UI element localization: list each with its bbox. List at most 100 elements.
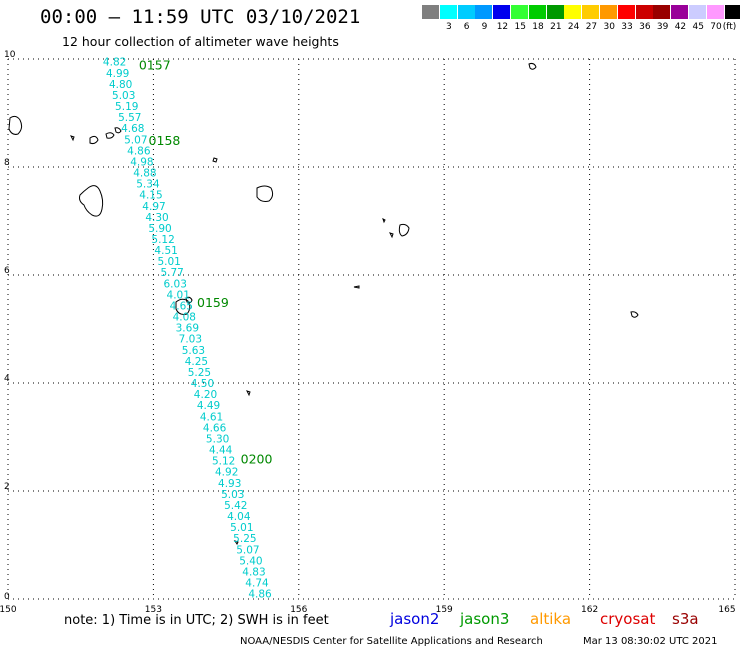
colorbar-label: 39 <box>656 22 669 32</box>
credit-line: NOAA/NESDIS Center for Satellite Applica… <box>240 636 543 647</box>
island-outline <box>175 298 191 315</box>
island-outlines <box>8 62 639 545</box>
colorbar-swatch <box>546 5 564 19</box>
island-outline <box>8 115 23 135</box>
colorbar-swatch <box>439 5 457 19</box>
colorbar-label: 6 <box>463 22 470 32</box>
island-outline <box>212 157 218 163</box>
satellite-name: cryosat <box>600 610 656 628</box>
island-outline <box>630 311 639 318</box>
wave-height-value: 4.50 <box>191 378 214 390</box>
colorbar-swatch <box>653 5 671 19</box>
lon-tick-label: 156 <box>290 605 307 615</box>
wave-height-value: 5.42 <box>224 500 247 512</box>
wave-height-value: 5.90 <box>148 223 171 235</box>
island-outline <box>89 135 99 145</box>
wave-height-value: 5.25 <box>233 533 256 545</box>
satellite-name: altika <box>530 610 572 628</box>
footnote: note: 1) Time is in UTC; 2) SWH is in fe… <box>64 613 329 628</box>
colorbar-label: 36 <box>639 22 651 32</box>
wave-height-value: 4.98 <box>130 156 153 168</box>
lon-tick-label: 150 <box>0 605 17 615</box>
wave-height-value: 5.57 <box>118 112 141 124</box>
island-outline <box>528 62 537 70</box>
island-outline <box>389 232 394 239</box>
wave-height-value: 5.34 <box>136 179 160 191</box>
lat-tick-label: 0 <box>4 592 10 602</box>
colorbar-swatch <box>706 5 724 19</box>
colorbar-label: 27 <box>585 22 598 32</box>
lat-tick-label: 2 <box>4 482 10 492</box>
wave-height-value: 4.99 <box>106 68 129 80</box>
lat-tick-label: 4 <box>4 374 10 384</box>
wave-height-value: 4.97 <box>142 201 165 213</box>
island-outline <box>114 127 122 134</box>
wave-height-value: 5.19 <box>115 101 138 113</box>
wave-height-value: 4.01 <box>167 289 190 301</box>
wave-height-value: 4.49 <box>197 400 220 412</box>
colorbar-label: 18 <box>532 22 544 32</box>
colorbar-swatch <box>635 5 653 19</box>
colorbar-label: 3 <box>446 22 452 32</box>
island-outline <box>246 390 251 397</box>
wave-height-value: 5.03 <box>221 489 244 501</box>
colorbar-label: 30 <box>603 22 615 32</box>
satellite-name: jason2 <box>390 610 440 628</box>
time-label: 0157 <box>139 57 171 72</box>
colorbar-swatch <box>724 5 740 19</box>
wave-height-value: 7.03 <box>179 334 202 346</box>
wave-height-value: 5.07 <box>124 134 147 146</box>
wave-height-value: 5.30 <box>206 433 229 445</box>
generated-timestamp: Mar 13 08:30:02 UTC 2021 <box>583 636 718 647</box>
colorbar-label: 45 <box>692 22 704 32</box>
colorbar-swatch <box>689 5 706 19</box>
wave-height-value: 5.07 <box>236 544 259 556</box>
colorbar-swatch <box>422 5 439 19</box>
wave-height-value: 5.77 <box>160 267 183 279</box>
wave-height-value: 5.01 <box>230 522 253 534</box>
colorbar-swatch <box>457 5 475 19</box>
colorbar-swatch <box>475 5 493 19</box>
island-outline <box>256 185 274 202</box>
colorbar-swatch <box>617 5 635 19</box>
axis-tick-labels: 150 153 156 159 162 165 0 2 4 6 8 10 <box>0 50 736 615</box>
wave-height-value: 4.61 <box>200 411 223 423</box>
satellite-name: jason3 <box>460 610 510 628</box>
wave-height-value: 4.88 <box>133 168 156 180</box>
colorbar-swatch <box>528 5 546 19</box>
wave-height-value: 4.20 <box>194 389 217 401</box>
colorbar-label: 15 <box>514 22 526 32</box>
chart-title: 00:00 — 11:59 UTC 03/10/2021 <box>40 6 361 28</box>
map-grid <box>7 58 736 600</box>
lat-tick-label: 6 <box>4 266 10 276</box>
wave-height-value: 4.04 <box>227 511 251 523</box>
island-outline <box>105 132 115 139</box>
lon-tick-label: 159 <box>436 605 453 615</box>
colorbar-label: 12 <box>496 22 509 32</box>
lon-tick-label: 153 <box>145 605 162 615</box>
colorbar-swatch <box>564 5 582 19</box>
wave-height-value: 4.82 <box>103 57 126 69</box>
colorbar-label: 24 <box>567 22 580 32</box>
wave-height-value: 4.92 <box>215 467 238 479</box>
colorbar-swatch <box>582 5 600 19</box>
colorbar-label: 42 <box>674 22 687 32</box>
wave-height-value: 6.03 <box>164 278 187 290</box>
wave-height-value: 4.51 <box>154 245 177 257</box>
lon-tick-label: 165 <box>718 605 735 615</box>
wave-height-value: 4.08 <box>173 312 196 324</box>
lon-tick-label: 162 <box>581 605 598 615</box>
wave-height-value: 5.40 <box>239 555 262 567</box>
satellite-name: s3a <box>672 610 699 628</box>
island-outline <box>79 185 104 217</box>
wave-height-value: 4.65 <box>170 300 193 312</box>
colorbar-swatch <box>511 5 528 19</box>
colorbar-label: 33 <box>621 22 633 32</box>
wave-height-value: 4.86 <box>248 589 272 601</box>
island-outline <box>70 135 75 142</box>
lat-tick-label: 10 <box>4 50 16 60</box>
colorbar-label: (ft) <box>722 22 737 32</box>
time-labels: 0157 0158 0159 0200 <box>139 57 273 466</box>
island-outline <box>233 540 239 545</box>
time-label: 0200 <box>241 452 273 467</box>
